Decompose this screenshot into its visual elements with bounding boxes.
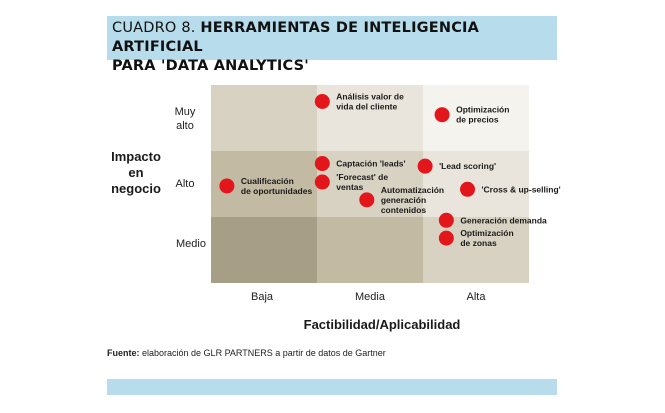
source-text: elaboración de GLR PARTNERS a partir de …	[142, 348, 386, 358]
data-point-label-line: de oportunidades	[241, 186, 313, 196]
data-point-label-line: 'Forecast' de	[336, 172, 388, 182]
data-point-label-line: Optimización	[460, 228, 513, 238]
y-tick-medio: Medio	[169, 237, 213, 251]
y-axis-label: Impacto en negocio	[100, 149, 172, 197]
data-point-label: 'Forecast' de ventas	[336, 172, 388, 192]
chart-number: CUADRO 8.	[112, 20, 196, 36]
source-prefix: Fuente:	[107, 348, 140, 358]
data-point-label-line: Automatización	[381, 185, 444, 195]
data-point-marker	[219, 178, 235, 194]
data-point-label-line: Captación 'leads'	[336, 159, 405, 169]
data-point-marker	[460, 181, 476, 197]
data-point-label: Automatización generación contenidos	[381, 185, 444, 215]
data-point-label: 'Cross & up-selling'	[482, 184, 561, 194]
data-point-label: Generación demanda	[460, 215, 547, 225]
y-axis-label-line: en	[128, 165, 144, 180]
data-point-label: Cualificación de oportunidades	[241, 176, 313, 196]
y-tick-line: Medio	[176, 238, 206, 250]
data-point-marker	[417, 158, 433, 174]
data-point-label-line: ventas	[336, 182, 363, 192]
data-point-label-line: Optimización	[456, 105, 509, 115]
y-tick-line: Muy	[174, 106, 196, 118]
y-tick-muy-alto: Muy alto	[163, 105, 207, 133]
data-point-label: 'Lead scoring'	[439, 161, 496, 171]
matrix-cell	[317, 85, 423, 151]
matrix-cell	[423, 217, 529, 283]
x-tick-baja: Baja	[250, 291, 274, 303]
data-point-marker	[438, 230, 454, 246]
data-point-marker	[314, 94, 330, 109]
data-point-label-line: 'Cross & up-selling'	[482, 184, 561, 194]
source-note: Fuente: elaboración de GLR PARTNERS a pa…	[107, 348, 386, 358]
footer-bar	[107, 379, 557, 395]
y-axis-label-line: negocio	[111, 181, 161, 196]
data-point-label-line: vida del cliente	[336, 102, 397, 112]
data-point-label: Captación 'leads'	[336, 159, 405, 169]
data-point-label-line: de zonas	[460, 238, 497, 248]
data-point-label: Optimización de precios	[456, 105, 509, 125]
data-point-label-line: 'Lead scoring'	[439, 161, 496, 171]
y-axis-label-line: Impacto	[111, 149, 161, 164]
y-tick-line: alto	[176, 120, 194, 132]
y-tick-alto: Alto	[163, 177, 207, 191]
x-tick-alta: Alta	[466, 291, 486, 303]
matrix-cell	[317, 217, 423, 283]
data-point-label: Análisis valor de vida del cliente	[336, 92, 404, 112]
y-tick-line: Alto	[175, 178, 195, 190]
matrix-cell	[423, 151, 529, 217]
chart-title: CUADRO 8. HERRAMIENTAS DE INTELIGENCIA A…	[112, 19, 552, 76]
header-bar	[107, 16, 557, 60]
data-point-label-line: contenidos	[381, 205, 427, 215]
data-point-label-line: Cualificación	[241, 176, 294, 186]
data-point-label-line: Análisis valor de	[336, 92, 404, 102]
data-point-label-line: generación	[381, 195, 426, 205]
data-point-marker	[314, 174, 330, 190]
chart-title-line1: HERRAMIENTAS DE INTELIGENCIA ARTIFICIAL	[112, 20, 480, 55]
data-point-label: Optimización de zonas	[460, 228, 513, 248]
data-point-marker	[314, 156, 330, 172]
matrix-cell	[211, 85, 317, 151]
data-point-label-line: de precios	[456, 115, 499, 125]
data-point-marker	[359, 192, 375, 208]
x-tick-media: Media	[355, 291, 385, 303]
x-axis-label: Factibilidad/Aplicabilidad	[303, 317, 461, 332]
data-point-marker	[434, 107, 450, 123]
data-point-label-line: Generación demanda	[460, 215, 547, 225]
matrix-cell	[211, 217, 317, 283]
data-point-marker	[438, 212, 454, 228]
chart-title-line2: PARA 'DATA ANALYTICS'	[112, 58, 309, 74]
